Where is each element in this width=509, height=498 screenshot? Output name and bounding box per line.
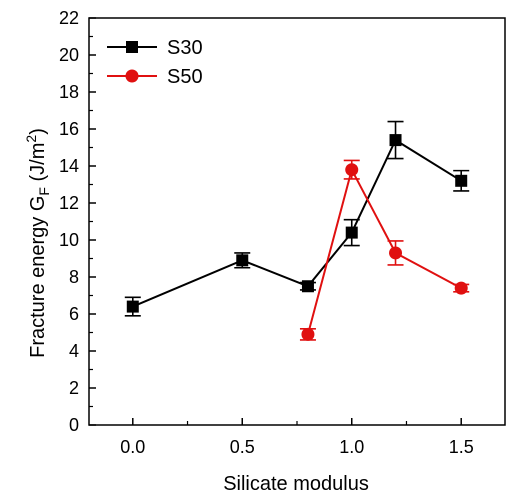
data-point [301, 280, 314, 293]
data-point [455, 174, 468, 187]
legend-item-s50: S50 [107, 66, 203, 88]
y-tick-label: 16 [59, 119, 79, 139]
y-tick-label: 20 [59, 45, 79, 65]
legend-item-s30: S30 [107, 37, 203, 59]
plot-frame [88, 17, 506, 426]
series-layer [124, 120, 470, 341]
legend-label: S50 [167, 66, 203, 88]
series-line [306, 166, 462, 335]
series-line [132, 138, 462, 308]
data-point [345, 226, 358, 239]
y-axis: 0 2 4 6 8 10 12 14 16 18 20 22 [59, 8, 96, 435]
legend-marker [126, 41, 138, 53]
y-tick-label: 0 [69, 415, 79, 435]
y-tick-label: 22 [59, 8, 79, 28]
data-point [454, 281, 468, 295]
series-s30 [124, 120, 470, 317]
data-point [345, 163, 359, 177]
data-point [389, 246, 403, 260]
y-tick-label: 8 [69, 267, 79, 287]
y-tick-label: 14 [59, 156, 79, 176]
plot-border [88, 17, 506, 426]
x-tick-label: 1.0 [339, 437, 364, 457]
y-tick-label: 6 [69, 304, 79, 324]
legend-marker [125, 69, 139, 83]
x-tick-label: 1.5 [449, 437, 474, 457]
legend-label: S30 [167, 37, 203, 59]
y-tick-label: 18 [59, 82, 79, 102]
x-axis-title: Silicate modulus [223, 473, 369, 495]
data-point [389, 134, 402, 147]
x-tick-label: 0.5 [230, 437, 255, 457]
series-s50 [299, 159, 470, 341]
y-tick-label: 12 [59, 193, 79, 213]
x-axis: 0.0 0.5 1.0 1.5 [120, 418, 474, 457]
x-tick-label: 0.0 [120, 437, 145, 457]
data-point [126, 300, 139, 313]
y-tick-label: 10 [59, 230, 79, 250]
data-point [301, 327, 315, 341]
data-point [236, 254, 249, 267]
y-axis-title: Fracture energy GF (J/m2) [23, 128, 52, 358]
y-tick-label: 2 [69, 378, 79, 398]
y-tick-label: 4 [69, 341, 79, 361]
